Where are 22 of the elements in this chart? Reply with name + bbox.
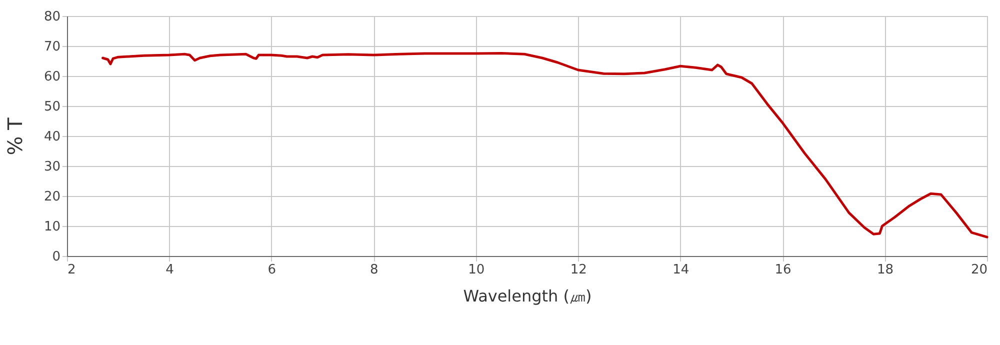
y-tick-label: 60 <box>44 70 60 84</box>
x-tick-label: 20 <box>970 262 988 278</box>
x-tick-label: 14 <box>672 262 690 278</box>
y-axis-title: % T <box>2 116 27 156</box>
x-tick-label: 4 <box>166 262 174 278</box>
y-tick-label: 20 <box>44 190 60 204</box>
x-tick-label: 2 <box>68 262 76 278</box>
x-tick-label: 8 <box>370 262 378 278</box>
x-tick-label: 6 <box>268 262 276 278</box>
x-tick-label: 16 <box>774 262 792 278</box>
y-tick-label: 40 <box>44 130 60 144</box>
y-tick-label: 70 <box>44 40 60 54</box>
y-tick-label: 30 <box>44 160 60 174</box>
line-series <box>102 52 988 238</box>
x-tick-label: 10 <box>468 262 485 278</box>
x-tick-label: 12 <box>570 262 587 278</box>
y-tick-label: 50 <box>44 100 60 114</box>
y-tick-label: 10 <box>44 220 60 234</box>
y-tick-label: 0 <box>52 250 60 264</box>
y-tick-label: 80 <box>44 10 60 24</box>
x-tick-label: 18 <box>877 262 894 278</box>
x-axis-title: Wavelength (㎛) <box>463 286 592 306</box>
